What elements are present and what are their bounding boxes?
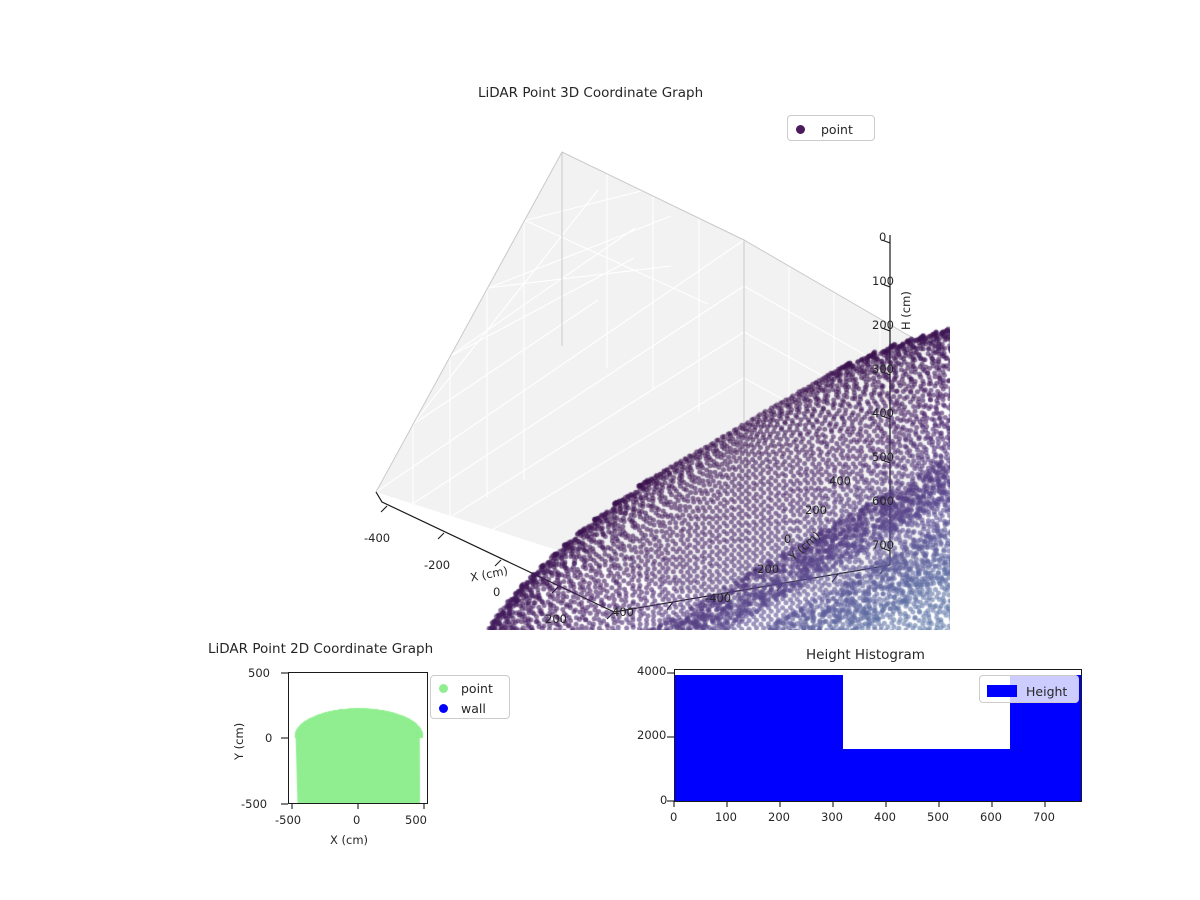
legend-label-wall: wall <box>461 700 486 716</box>
tick-3d-z-700: 700 <box>872 538 894 552</box>
tick-3d-z-600: 600 <box>872 494 894 508</box>
legend-label-height: Height <box>1026 683 1068 699</box>
page-title-3d: LiDAR Point 3D Coordinate Graph <box>478 85 704 101</box>
tick-3d-x--400: -400 <box>364 531 391 545</box>
page-title-hist: Height Histogram <box>806 647 925 663</box>
tick-3d-z-100: 100 <box>872 274 894 288</box>
histogram-bar <box>842 748 1011 801</box>
tick-3d-y-200: 200 <box>805 503 827 517</box>
legend-item-point[interactable]: point <box>439 678 509 698</box>
tick-2d-y-0: 0 <box>265 731 273 745</box>
axes-2d[interactable] <box>288 672 428 804</box>
legend-3d[interactable]: point <box>787 115 875 141</box>
tick-2d-y-500: 500 <box>248 666 270 680</box>
tick-3d-x--200: -200 <box>424 558 451 572</box>
tick-hist-x-0: 0 <box>670 810 678 824</box>
legend-patch-height-icon <box>987 685 1017 697</box>
axes-hist-x-ticks <box>673 801 1046 807</box>
axes-2d-y-ticks <box>281 672 288 805</box>
axes-2d-x-ticks <box>291 803 425 809</box>
legend-label-point: point <box>821 121 853 137</box>
axis-label-2d-x: X (cm) <box>330 833 369 847</box>
tick-3d-y--200: -200 <box>753 562 780 576</box>
legend-histogram[interactable]: Height <box>979 675 1079 703</box>
tick-3d-z-400: 400 <box>872 406 894 420</box>
tick-3d-x-400: 400 <box>612 605 634 619</box>
page-title-2d: LiDAR Point 2D Coordinate Graph <box>208 641 434 657</box>
tick-3d-y-0: 0 <box>784 532 792 546</box>
tick-3d-x-0: 0 <box>493 585 501 599</box>
tick-hist-y-2000: 2000 <box>637 728 667 742</box>
tick-hist-x-600: 600 <box>980 810 1002 824</box>
tick-hist-x-200: 200 <box>768 810 790 824</box>
tick-3d-x-200: 200 <box>545 612 567 626</box>
legend-marker-wall-icon <box>439 703 448 713</box>
tick-hist-x-500: 500 <box>927 810 949 824</box>
point-cloud-2d <box>289 673 427 803</box>
tick-hist-y-0: 0 <box>660 793 668 807</box>
legend-marker-point-icon <box>796 124 805 134</box>
tick-3d-z-200: 200 <box>872 318 894 332</box>
axis-label-2d-y: Y (cm) <box>232 722 246 760</box>
legend-item-height[interactable]: Height <box>987 681 1078 701</box>
legend-marker-point-icon <box>439 683 448 693</box>
tick-3d-y--400: -400 <box>705 591 732 605</box>
point-cloud-3d <box>330 140 950 630</box>
tick-2d-y--500: -500 <box>241 797 268 811</box>
tick-2d-x--500: -500 <box>275 813 302 827</box>
legend-item-point[interactable]: point <box>796 119 874 139</box>
tick-2d-x-500: 500 <box>405 813 427 827</box>
tick-hist-x-100: 100 <box>715 810 737 824</box>
tick-hist-y-4000: 4000 <box>637 664 667 678</box>
legend-item-wall[interactable]: wall <box>439 698 509 718</box>
legend-label-point: point <box>461 680 493 696</box>
tick-3d-y-400: 400 <box>829 474 851 488</box>
axes-hist-y-ticks <box>667 672 674 802</box>
tick-2d-x-0: 0 <box>353 813 361 827</box>
legend-2d[interactable]: point wall <box>430 675 510 719</box>
tick-hist-x-700: 700 <box>1033 810 1055 824</box>
tick-3d-z-300: 300 <box>872 362 894 376</box>
tick-3d-z-0: 0 <box>879 230 887 244</box>
tick-3d-z-500: 500 <box>872 450 894 464</box>
axis-label-3d-z: H (cm) <box>899 291 913 330</box>
tick-hist-x-400: 400 <box>874 810 896 824</box>
tick-hist-x-300: 300 <box>821 810 843 824</box>
axes-3d[interactable] <box>330 140 950 630</box>
histogram-bar <box>675 674 843 801</box>
